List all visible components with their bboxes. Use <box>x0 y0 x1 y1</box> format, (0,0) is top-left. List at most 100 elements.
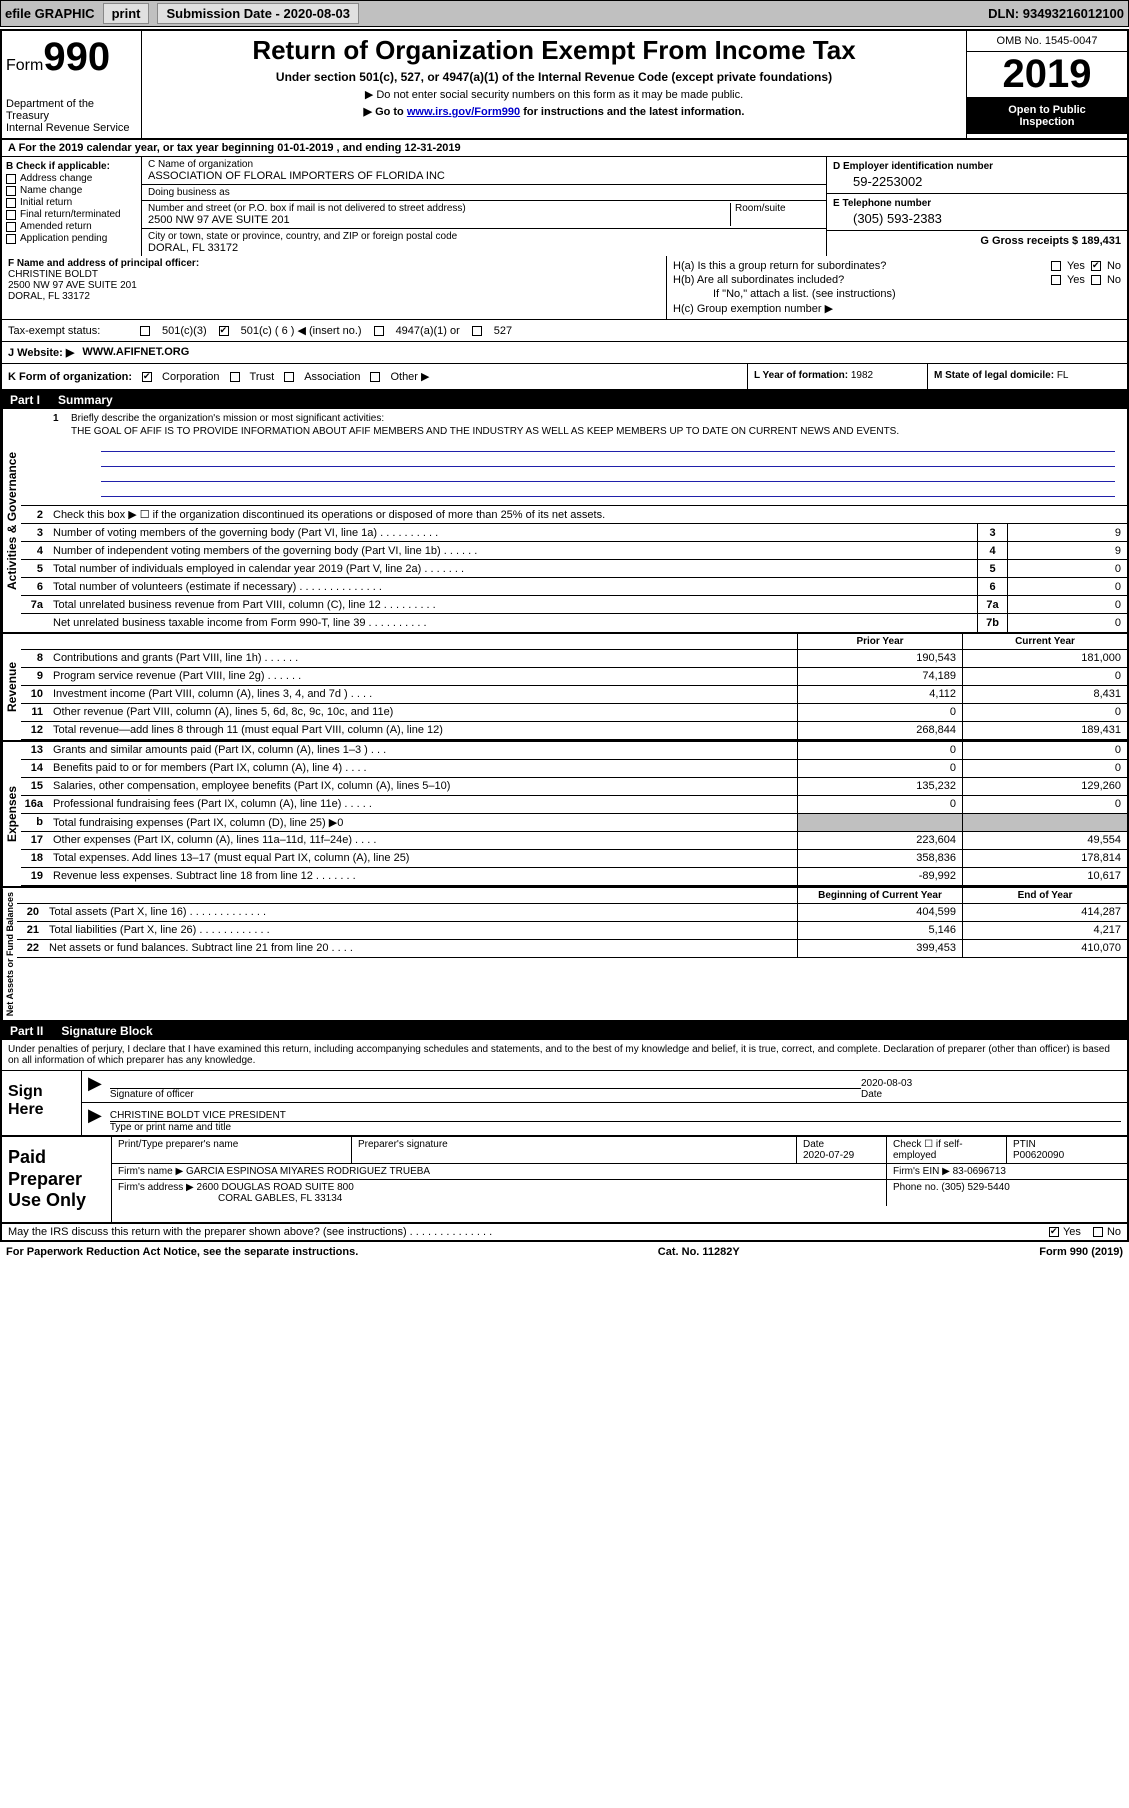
cb-trust[interactable] <box>230 372 240 382</box>
cb-corporation[interactable] <box>142 372 152 382</box>
h-a-line: H(a) Is this a group return for subordin… <box>673 260 1121 272</box>
cb-amended-return[interactable]: Amended return <box>6 221 137 232</box>
cb-501c[interactable] <box>219 326 229 336</box>
revenue-col-headers: Prior Year Current Year <box>21 634 1127 650</box>
h-c-line: H(c) Group exemption number ▶ <box>673 302 1121 315</box>
dept-treasury: Department of the Treasury <box>6 98 137 122</box>
irs-label: Internal Revenue Service <box>6 122 137 134</box>
cb-other[interactable] <box>370 372 380 382</box>
governance-section: Activities & Governance 1 Briefly descri… <box>2 409 1127 634</box>
k-row: K Form of organization: Corporation Trus… <box>2 364 1127 391</box>
ssn-note: ▶ Do not enter social security numbers o… <box>150 88 958 101</box>
firm-name-row: Firm's name ▶ GARCIA ESPINOSA MIYARES RO… <box>112 1164 1127 1180</box>
sign-date-value: 2020-08-03 <box>861 1078 1121 1089</box>
data-line: 22Net assets or fund balances. Subtract … <box>17 940 1127 958</box>
h-group-return: H(a) Is this a group return for subordin… <box>667 256 1127 319</box>
l-year-formation: L Year of formation: 1982 <box>747 364 927 389</box>
firm-address2: CORAL GABLES, FL 33134 <box>118 1193 880 1204</box>
header-left: Form990 Department of the Treasury Inter… <box>2 31 142 138</box>
goto-note: ▶ Go to www.irs.gov/Form990 for instruct… <box>150 105 958 118</box>
prep-date: 2020-07-29 <box>803 1150 880 1161</box>
fh-row: F Name and address of principal officer:… <box>2 256 1127 320</box>
gov-line: 3Number of voting members of the governi… <box>21 524 1127 542</box>
print-button[interactable]: print <box>103 3 150 24</box>
discuss-yes-checkbox[interactable] <box>1049 1227 1059 1237</box>
cb-association[interactable] <box>284 372 294 382</box>
h-b-note: If "No," attach a list. (see instruction… <box>673 288 1121 300</box>
cb-initial-return[interactable]: Initial return <box>6 197 137 208</box>
officer-name: CHRISTINE BOLDT <box>8 269 660 280</box>
ha-yes-checkbox[interactable] <box>1051 261 1061 271</box>
block-bcd: B Check if applicable: Address change Na… <box>2 157 1127 256</box>
cb-final-return[interactable]: Final return/terminated <box>6 209 137 220</box>
header-right: OMB No. 1545-0047 2019 Open to Public In… <box>967 31 1127 138</box>
tax-exempt-status-row: Tax-exempt status: 501(c)(3) 501(c) ( 6 … <box>2 320 1127 342</box>
paid-preparer-label: Paid Preparer Use Only <box>2 1137 112 1222</box>
gross-receipts-value: 189,431 <box>1081 235 1121 247</box>
section-a-tax-year: A For the 2019 calendar year, or tax yea… <box>2 140 1127 157</box>
catalog-number: Cat. No. 11282Y <box>658 1246 740 1258</box>
data-line: 15Salaries, other compensation, employee… <box>21 778 1127 796</box>
signer-name: CHRISTINE BOLDT VICE PRESIDENT <box>110 1110 1121 1121</box>
website-value: WWW.AFIFNET.ORG <box>82 346 189 359</box>
col-b-checkboxes: B Check if applicable: Address change Na… <box>2 157 142 256</box>
dba-row: Doing business as <box>142 185 826 201</box>
self-employed-check[interactable]: Check ☐ if self-employed <box>887 1137 1007 1163</box>
sign-here-section: Sign Here ▶ Signature of officer 2020-08… <box>2 1071 1127 1137</box>
revenue-section: Revenue Prior Year Current Year 8Contrib… <box>2 634 1127 742</box>
governance-side-label: Activities & Governance <box>2 409 21 632</box>
cb-application-pending[interactable]: Application pending <box>6 233 137 244</box>
cb-4947[interactable] <box>374 326 384 336</box>
org-name: ASSOCIATION OF FLORAL IMPORTERS OF FLORI… <box>148 170 820 182</box>
open-to-public: Open to Public Inspection <box>967 98 1127 134</box>
form-title: Return of Organization Exempt From Incom… <box>150 35 958 66</box>
firm-address-row: Firm's address ▶ 2600 DOUGLAS ROAD SUITE… <box>112 1180 1127 1206</box>
ein-row: D Employer identification number 59-2253… <box>827 157 1127 194</box>
form-subtitle: Under section 501(c), 527, or 4947(a)(1)… <box>150 70 958 84</box>
cb-527[interactable] <box>472 326 482 336</box>
col-d-info: D Employer identification number 59-2253… <box>827 157 1127 256</box>
efile-label: efile GRAPHIC <box>5 6 95 21</box>
hb-no-checkbox[interactable] <box>1091 275 1101 285</box>
gov-line: 6Total number of volunteers (estimate if… <box>21 578 1127 596</box>
sign-here-label: Sign Here <box>2 1071 82 1135</box>
form-number: Form990 <box>6 35 137 80</box>
data-line: 10Investment income (Part VIII, column (… <box>21 686 1127 704</box>
mission-block: 1 Briefly describe the organization's mi… <box>21 409 1127 506</box>
m-state-domicile: M State of legal domicile: FL <box>927 364 1127 389</box>
data-line: 13Grants and similar amounts paid (Part … <box>21 742 1127 760</box>
city-row: City or town, state or province, country… <box>142 229 826 256</box>
org-name-row: C Name of organization ASSOCIATION OF FL… <box>142 157 826 185</box>
telephone-row: E Telephone number (305) 593-2383 <box>827 194 1127 231</box>
paid-preparer-section: Paid Preparer Use Only Print/Type prepar… <box>2 1137 1127 1224</box>
submission-date-field: Submission Date - 2020-08-03 <box>157 3 359 24</box>
bottom-footer: For Paperwork Reduction Act Notice, see … <box>0 1242 1129 1262</box>
sign-arrow-icon: ▶ <box>88 1073 110 1100</box>
data-line: bTotal fundraising expenses (Part IX, co… <box>21 814 1127 832</box>
irs-discuss-row: May the IRS discuss this return with the… <box>2 1224 1127 1240</box>
col-c-org-info: C Name of organization ASSOCIATION OF FL… <box>142 157 827 256</box>
form-header: Form990 Department of the Treasury Inter… <box>2 31 1127 140</box>
data-line: 16aProfessional fundraising fees (Part I… <box>21 796 1127 814</box>
signer-name-row: ▶ CHRISTINE BOLDT VICE PRESIDENT Type or… <box>82 1103 1127 1135</box>
discuss-no-checkbox[interactable] <box>1093 1227 1103 1237</box>
h-b-line: H(b) Are all subordinates included? Yes … <box>673 274 1121 286</box>
gov-line: 5Total number of individuals employed in… <box>21 560 1127 578</box>
col-b-header: B Check if applicable: <box>6 161 137 172</box>
tax-year: 2019 <box>967 52 1127 98</box>
firm-phone: (305) 529-5440 <box>941 1182 1009 1193</box>
k-form-of-org: K Form of organization: Corporation Trus… <box>2 364 747 389</box>
preparer-header-row: Print/Type preparer's name Preparer's si… <box>112 1137 1127 1164</box>
irs-link[interactable]: www.irs.gov/Form990 <box>407 106 520 118</box>
cb-address-change[interactable]: Address change <box>6 173 137 184</box>
firm-name: GARCIA ESPINOSA MIYARES RODRIGUEZ TRUEBA <box>186 1166 430 1177</box>
data-line: 14Benefits paid to or for members (Part … <box>21 760 1127 778</box>
sign-arrow-icon: ▶ <box>88 1105 110 1133</box>
ha-no-checkbox[interactable] <box>1091 261 1101 271</box>
cb-name-change[interactable]: Name change <box>6 185 137 196</box>
data-line: 20Total assets (Part X, line 16) . . . .… <box>17 904 1127 922</box>
cb-501c3[interactable] <box>140 326 150 336</box>
signature-intro: Under penalties of perjury, I declare th… <box>2 1040 1127 1071</box>
data-line: 8Contributions and grants (Part VIII, li… <box>21 650 1127 668</box>
hb-yes-checkbox[interactable] <box>1051 275 1061 285</box>
